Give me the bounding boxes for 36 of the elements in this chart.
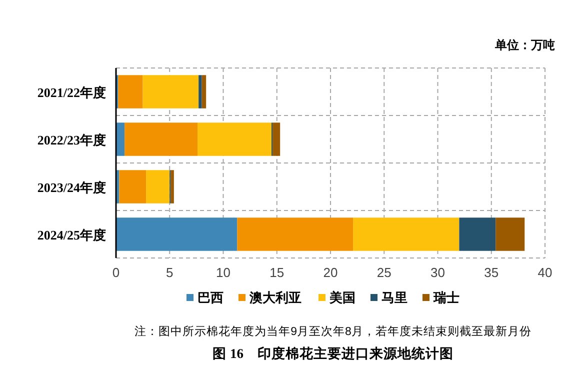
bar [198,122,272,156]
text: 图 16 印度棉花主要进口来源地统计图 [212,345,454,361]
legend-label: 巴西 [198,290,224,305]
legend-label: 马里 [382,290,408,305]
y-tick-label: 2023/24年度 [37,180,106,195]
text: 注：图中所示棉花年度为当年9月至次年8月，若年度未结束则截至最新月份 [134,324,532,338]
bar [146,170,170,204]
legend-label: 瑞士 [432,290,460,305]
x-tick-label: 0 [112,265,120,280]
x-tick-label: 10 [216,265,230,280]
bar [202,75,206,108]
x-tick-label: 35 [484,265,499,280]
y-tick-label: 2021/22年度 [37,84,106,100]
bar [459,218,496,251]
x-tick-label: 20 [323,265,338,280]
bar [170,170,174,204]
y-tick-label: 2022/23年度 [37,132,106,148]
bar [496,218,525,251]
x-tick-label: 5 [166,265,174,280]
bar [124,122,198,156]
legend-label: 美国 [328,290,356,305]
bar [116,218,238,251]
x-tick-label: 30 [430,265,445,280]
legend-label: 澳大利亚 [248,290,302,305]
text: 单位：万吨 [494,38,555,52]
bar [272,122,280,156]
bar [198,75,202,108]
bar [118,75,143,108]
bar [119,170,146,204]
bar [353,218,460,251]
x-tick-label: 25 [376,265,392,280]
x-tick-label: 40 [538,265,552,280]
x-tick-label: 15 [270,265,284,280]
bar [237,218,354,251]
bar [142,75,199,108]
y-tick-label: 2024/25年度 [37,227,106,242]
